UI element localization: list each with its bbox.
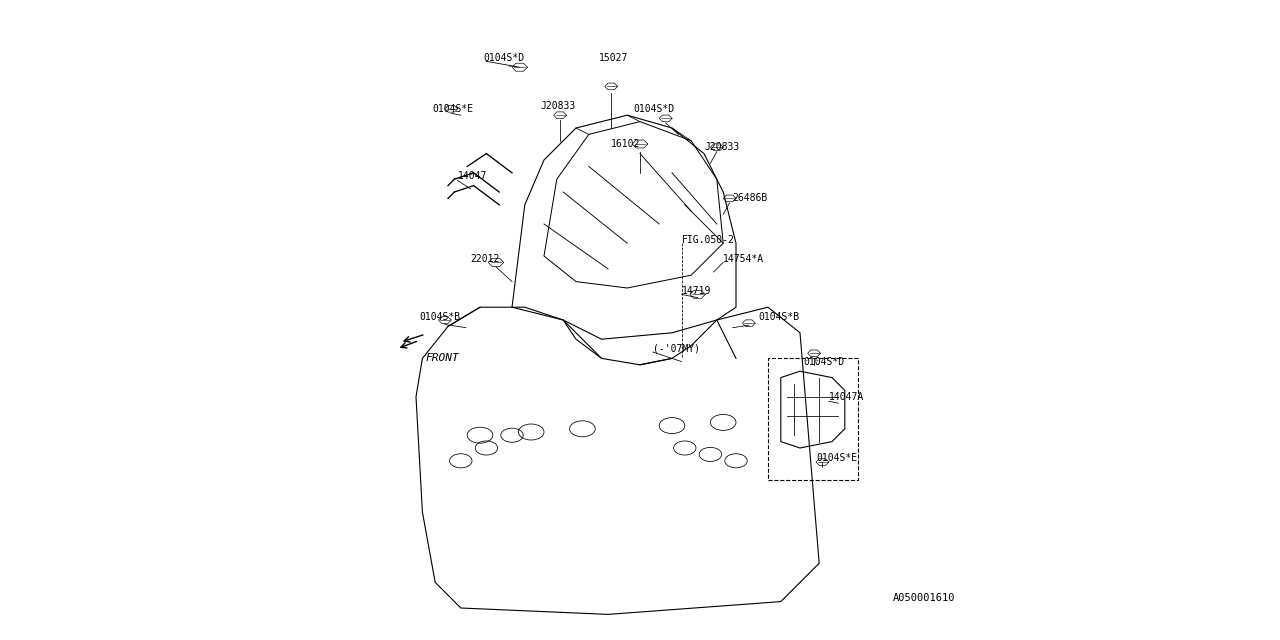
Text: 14719: 14719 bbox=[681, 286, 710, 296]
Text: 0104S*D: 0104S*D bbox=[804, 356, 845, 367]
Text: J20833: J20833 bbox=[704, 142, 740, 152]
Text: 0104S*B: 0104S*B bbox=[420, 312, 461, 322]
Text: A050001610: A050001610 bbox=[893, 593, 955, 604]
Text: 26486B: 26486B bbox=[732, 193, 768, 204]
Text: 0104S*E: 0104S*E bbox=[817, 452, 858, 463]
Text: 14047A: 14047A bbox=[829, 392, 864, 402]
Text: 0104S*E: 0104S*E bbox=[433, 104, 474, 114]
Text: 22012: 22012 bbox=[471, 254, 499, 264]
Text: 0104S*B: 0104S*B bbox=[759, 312, 800, 322]
Text: (-'07MY): (-'07MY) bbox=[653, 344, 700, 354]
Text: 15027: 15027 bbox=[599, 52, 627, 63]
Text: 0104S*D: 0104S*D bbox=[634, 104, 675, 114]
Text: FIG.050-2: FIG.050-2 bbox=[681, 235, 735, 245]
Text: 14047: 14047 bbox=[458, 171, 486, 181]
Text: FRONT: FRONT bbox=[425, 353, 460, 364]
Text: 14754*A: 14754*A bbox=[723, 254, 764, 264]
Text: 16102: 16102 bbox=[612, 139, 640, 149]
Text: J20833: J20833 bbox=[540, 100, 576, 111]
Text: 0104S*D: 0104S*D bbox=[484, 52, 525, 63]
Bar bbox=[768, 358, 858, 480]
